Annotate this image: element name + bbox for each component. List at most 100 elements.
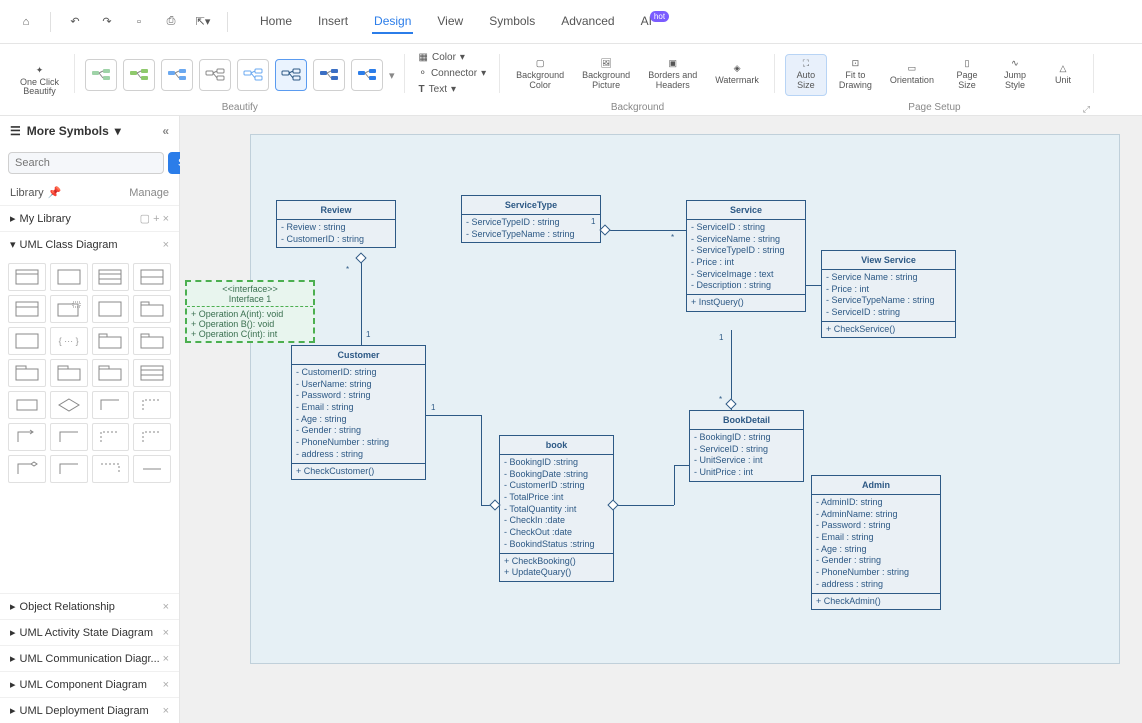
shape-comp[interactable] bbox=[50, 455, 88, 483]
lib-plus-icon[interactable]: + bbox=[153, 213, 159, 225]
class-bookdetail[interactable]: BookDetail - BookingID : string - Servic… bbox=[689, 410, 804, 482]
close-icon[interactable]: × bbox=[163, 679, 169, 691]
color-dropdown[interactable]: ▦Color ▾ bbox=[415, 50, 469, 65]
class-servicetype[interactable]: ServiceType - ServiceTypeID : string - S… bbox=[461, 195, 601, 243]
one-click-beautify-button[interactable]: ✦ One Click Beautify bbox=[14, 62, 65, 102]
beautify-style-4[interactable] bbox=[199, 59, 231, 91]
shape-package2[interactable] bbox=[92, 327, 130, 355]
class-review[interactable]: Review - Review : string - CustomerID : … bbox=[276, 200, 396, 248]
auto-size-button[interactable]: ⛶Auto Size bbox=[785, 54, 827, 96]
beautify-style-7[interactable] bbox=[313, 59, 345, 91]
shape-folder3[interactable] bbox=[92, 359, 130, 387]
close-icon[interactable]: × bbox=[163, 653, 169, 665]
shape-line3[interactable] bbox=[133, 455, 171, 483]
shape-line2[interactable] bbox=[133, 391, 171, 419]
shape-interface[interactable] bbox=[8, 295, 46, 323]
shape-folder1[interactable] bbox=[8, 359, 46, 387]
class-service[interactable]: Service - ServiceID : string - ServiceNa… bbox=[686, 200, 806, 312]
search-input[interactable] bbox=[8, 152, 164, 174]
shape-rect[interactable] bbox=[8, 391, 46, 419]
shape-package[interactable] bbox=[133, 295, 171, 323]
shape-note[interactable] bbox=[8, 327, 46, 355]
section-activity[interactable]: ▸ UML Activity State Diagram× bbox=[0, 619, 179, 645]
shape-class2[interactable] bbox=[50, 263, 88, 291]
canvas[interactable]: Review - Review : string - CustomerID : … bbox=[180, 116, 1142, 723]
pin-icon[interactable]: 📌 bbox=[48, 186, 62, 199]
manage-link[interactable]: Manage bbox=[129, 187, 169, 199]
home-icon[interactable]: ⌂ bbox=[12, 8, 40, 36]
conn-customer-book-h bbox=[426, 415, 481, 416]
page-size-button[interactable]: ▯Page Size bbox=[946, 55, 988, 95]
close-icon[interactable]: × bbox=[163, 627, 169, 639]
beautify-style-2[interactable] bbox=[123, 59, 155, 91]
tab-advanced[interactable]: Advanced bbox=[559, 10, 616, 34]
undo-button[interactable]: ↶ bbox=[61, 8, 89, 36]
print-button[interactable]: ⎙ bbox=[157, 8, 185, 36]
redo-button[interactable]: ↷ bbox=[93, 8, 121, 36]
class-book[interactable]: book - BookingID :string - BookingDate :… bbox=[499, 435, 614, 582]
beautify-style-1[interactable] bbox=[85, 59, 117, 91]
lib-close-icon[interactable]: × bbox=[163, 213, 169, 225]
tab-ai[interactable]: AIhot bbox=[639, 10, 673, 34]
class-admin[interactable]: Admin - AdminID: string - AdminName: str… bbox=[811, 475, 941, 610]
orientation-button[interactable]: ▭Orientation bbox=[884, 60, 940, 90]
borders-button[interactable]: ▣Borders and Headers bbox=[642, 55, 703, 95]
tab-view[interactable]: View bbox=[435, 10, 465, 34]
shape-dashed2[interactable] bbox=[133, 423, 171, 451]
beautify-style-5[interactable] bbox=[237, 59, 269, 91]
shape-arrow2[interactable] bbox=[50, 423, 88, 451]
section-object-rel[interactable]: ▸ Object Relationship× bbox=[0, 593, 179, 619]
beautify-style-3[interactable] bbox=[161, 59, 193, 91]
shape-object[interactable] bbox=[92, 295, 130, 323]
shape-diamond[interactable] bbox=[50, 391, 88, 419]
shape-class[interactable] bbox=[8, 263, 46, 291]
bg-picture-button[interactable]: 🖼Background Picture bbox=[576, 55, 636, 95]
shape-class3[interactable] bbox=[92, 263, 130, 291]
class-viewservice[interactable]: View Service - Service Name : string - P… bbox=[821, 250, 956, 338]
beautify-more-icon[interactable]: ▾ bbox=[389, 69, 395, 82]
text-dropdown[interactable]: TText ▾ bbox=[415, 82, 460, 97]
close-icon[interactable]: × bbox=[163, 239, 169, 251]
close-icon[interactable]: × bbox=[163, 705, 169, 717]
shape-folder2[interactable] bbox=[50, 359, 88, 387]
shape-constraint[interactable]: { ··· } bbox=[50, 327, 88, 355]
lib-add-icon[interactable]: ▢ bbox=[140, 213, 150, 225]
interface-box[interactable]: <<interface>> Interface 1 + Operation A(… bbox=[185, 280, 315, 343]
shape-class4[interactable] bbox=[133, 263, 171, 291]
section-deployment[interactable]: ▸ UML Deployment Diagram× bbox=[0, 697, 179, 723]
unit-button[interactable]: △Unit bbox=[1042, 60, 1084, 90]
shape-agg[interactable] bbox=[8, 455, 46, 483]
diagram-page[interactable]: Review - Review : string - CustomerID : … bbox=[250, 134, 1120, 664]
section-communication[interactable]: ▸ UML Communication Diagr...× bbox=[0, 645, 179, 671]
library-row: Library 📌 Manage bbox=[0, 180, 179, 205]
tab-design[interactable]: Design bbox=[372, 10, 413, 34]
shape-package3[interactable] bbox=[133, 327, 171, 355]
jump-style-button[interactable]: ∿Jump Style bbox=[994, 55, 1036, 95]
pagesetup-expand-icon[interactable]: ⤢ bbox=[1083, 104, 1090, 115]
class-customer[interactable]: Customer - CustomerID: string - UserName… bbox=[291, 345, 426, 480]
my-library-section[interactable]: ▸ My Library ▢ + × bbox=[0, 205, 179, 231]
shape-table[interactable] bbox=[133, 359, 171, 387]
save-button[interactable]: ▫ bbox=[125, 8, 153, 36]
uml-class-section[interactable]: ▾ UML Class Diagram× bbox=[0, 231, 179, 257]
ribbon-group-background: ▢Background Color 🖼Background Picture ▣B… bbox=[500, 44, 775, 115]
section-component[interactable]: ▸ UML Component Diagram× bbox=[0, 671, 179, 697]
fit-to-drawing-button[interactable]: ⊡Fit to Drawing bbox=[833, 55, 878, 95]
export-button[interactable]: ⇱▾ bbox=[189, 8, 217, 36]
more-symbols-header[interactable]: ☰ More Symbols▾ « bbox=[0, 116, 179, 146]
shape-template[interactable] bbox=[50, 295, 88, 323]
shape-line1[interactable] bbox=[92, 391, 130, 419]
beautify-style-6[interactable] bbox=[275, 59, 307, 91]
watermark-button[interactable]: ◈Watermark bbox=[709, 60, 765, 90]
beautify-style-8[interactable] bbox=[351, 59, 383, 91]
shape-dashed3[interactable] bbox=[92, 455, 130, 483]
tab-symbols[interactable]: Symbols bbox=[487, 10, 537, 34]
shape-arrow1[interactable] bbox=[8, 423, 46, 451]
tab-insert[interactable]: Insert bbox=[316, 10, 350, 34]
tab-home[interactable]: Home bbox=[258, 10, 294, 34]
close-icon[interactable]: × bbox=[163, 601, 169, 613]
shape-dashed1[interactable] bbox=[92, 423, 130, 451]
bg-color-button[interactable]: ▢Background Color bbox=[510, 55, 570, 95]
connector-dropdown[interactable]: ⚬Connector ▾ bbox=[415, 66, 491, 81]
collapse-sidebar-icon[interactable]: « bbox=[162, 124, 169, 138]
